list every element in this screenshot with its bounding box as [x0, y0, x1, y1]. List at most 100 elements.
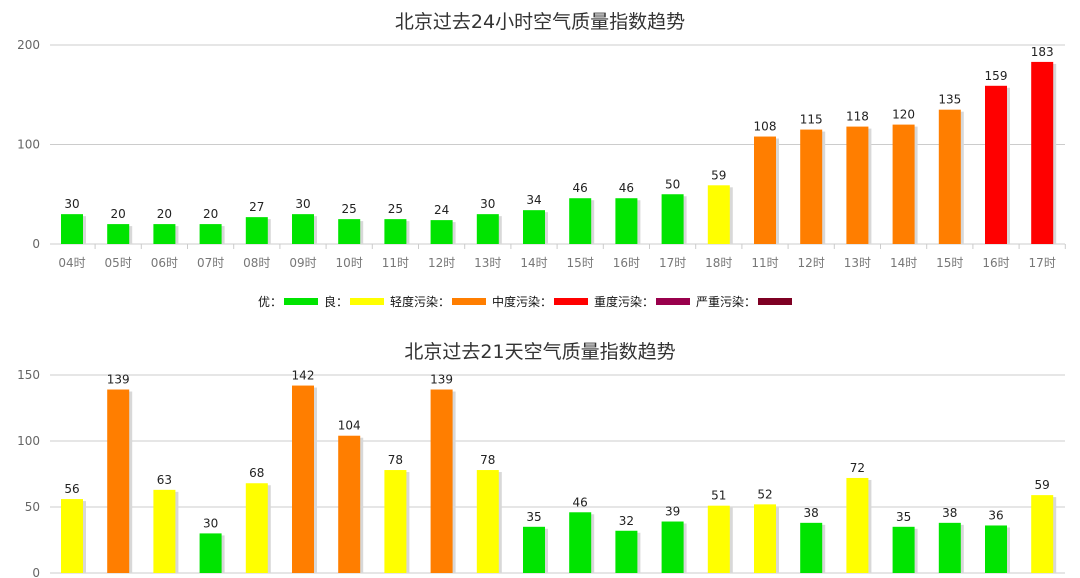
data-label: 50	[665, 177, 680, 191]
bar	[569, 512, 592, 573]
bar	[846, 477, 869, 573]
data-label: 104	[338, 419, 361, 433]
data-label: 46	[619, 181, 634, 195]
x-tick-label: 12时	[428, 256, 455, 270]
data-label: 39	[665, 505, 680, 519]
data-label: 56	[64, 482, 79, 496]
bar	[846, 126, 869, 244]
x-tick-label: 08时	[243, 256, 270, 270]
legend-label: 轻度污染：	[390, 294, 450, 309]
bar	[430, 220, 453, 244]
data-label: 183	[1031, 45, 1054, 59]
legend-label: 良：	[324, 294, 348, 309]
data-label: 20	[157, 207, 172, 221]
bar	[523, 210, 545, 244]
x-tick-label: 04时	[58, 256, 85, 270]
x-tick-label: 15时	[936, 256, 963, 270]
bar	[938, 522, 961, 573]
data-label: 20	[111, 207, 126, 221]
data-label: 139	[430, 373, 453, 387]
x-tick-label: 15时	[567, 256, 594, 270]
x-tick-label: 16时	[613, 256, 640, 270]
data-label: 46	[573, 181, 588, 195]
data-label: 72	[850, 461, 865, 475]
data-label: 25	[342, 202, 357, 216]
x-tick-label: 16时	[982, 256, 1009, 270]
y-tick-label: 0	[32, 566, 40, 578]
data-label: 20	[203, 207, 218, 221]
data-label: 115	[800, 113, 823, 127]
data-label: 34	[526, 193, 541, 207]
bar	[338, 219, 361, 244]
bar	[199, 533, 222, 573]
x-tick-label: 11时	[382, 256, 409, 270]
y-tick-label: 200	[17, 38, 40, 52]
bar	[476, 214, 499, 244]
x-tick-label: 10时	[336, 256, 363, 270]
data-label: 35	[896, 510, 911, 524]
legend-swatch	[350, 298, 384, 305]
bar	[661, 521, 684, 573]
y-tick-label: 100	[17, 434, 40, 448]
x-tick-label: 11时	[751, 256, 778, 270]
x-tick-label: 17时	[1029, 256, 1056, 270]
legend-label: 重度污染：	[594, 294, 654, 309]
data-label: 142	[292, 369, 315, 383]
x-tick-label: 13时	[474, 256, 501, 270]
bar	[985, 85, 1007, 244]
data-label: 38	[942, 506, 957, 520]
data-label: 108	[754, 120, 777, 134]
data-label: 68	[249, 466, 264, 480]
bar	[292, 214, 314, 244]
bar	[1031, 61, 1054, 244]
bar	[985, 525, 1007, 573]
legend-label: 严重污染：	[696, 294, 756, 309]
bar	[107, 389, 130, 573]
bar	[615, 198, 638, 244]
bar	[754, 504, 776, 573]
x-tick-label: 14时	[520, 256, 547, 270]
legend: 优： 良： 轻度污染： 中度污染： 重度污染： 严重污染：	[258, 294, 792, 309]
bar	[615, 530, 638, 573]
data-label: 25	[388, 202, 403, 216]
bar	[199, 224, 222, 244]
data-label: 51	[711, 489, 726, 503]
bar	[1031, 495, 1054, 573]
bar	[338, 435, 361, 573]
x-tick-label: 17时	[659, 256, 686, 270]
data-label: 52	[757, 487, 772, 501]
x-tick-label: 13时	[844, 256, 871, 270]
legend-swatch	[758, 298, 792, 305]
bar	[754, 136, 776, 244]
data-label: 27	[249, 200, 264, 214]
legend-swatch	[452, 298, 486, 305]
y-tick-label: 100	[17, 138, 40, 152]
bar	[384, 219, 407, 244]
data-label: 59	[1035, 478, 1050, 492]
bar	[384, 470, 407, 573]
data-label: 30	[64, 197, 79, 211]
data-label: 30	[295, 197, 310, 211]
legend-swatch	[554, 298, 588, 305]
x-tick-label: 14时	[890, 256, 917, 270]
bar	[430, 389, 453, 573]
bar	[938, 109, 961, 244]
legend-label: 中度污染：	[492, 294, 552, 309]
data-label: 36	[988, 508, 1003, 522]
legend-swatch	[656, 298, 690, 305]
data-label: 59	[711, 168, 726, 182]
legend-swatch	[284, 298, 318, 305]
bar	[707, 185, 730, 244]
data-label: 159	[985, 69, 1008, 83]
legend-label: 优：	[258, 295, 282, 309]
bar	[61, 214, 83, 244]
bar	[707, 505, 730, 573]
data-label: 78	[480, 453, 495, 467]
bar	[892, 526, 915, 573]
data-label: 78	[388, 453, 403, 467]
data-label: 38	[804, 506, 819, 520]
bar	[800, 129, 823, 244]
bar	[153, 489, 176, 573]
bar	[107, 224, 130, 244]
